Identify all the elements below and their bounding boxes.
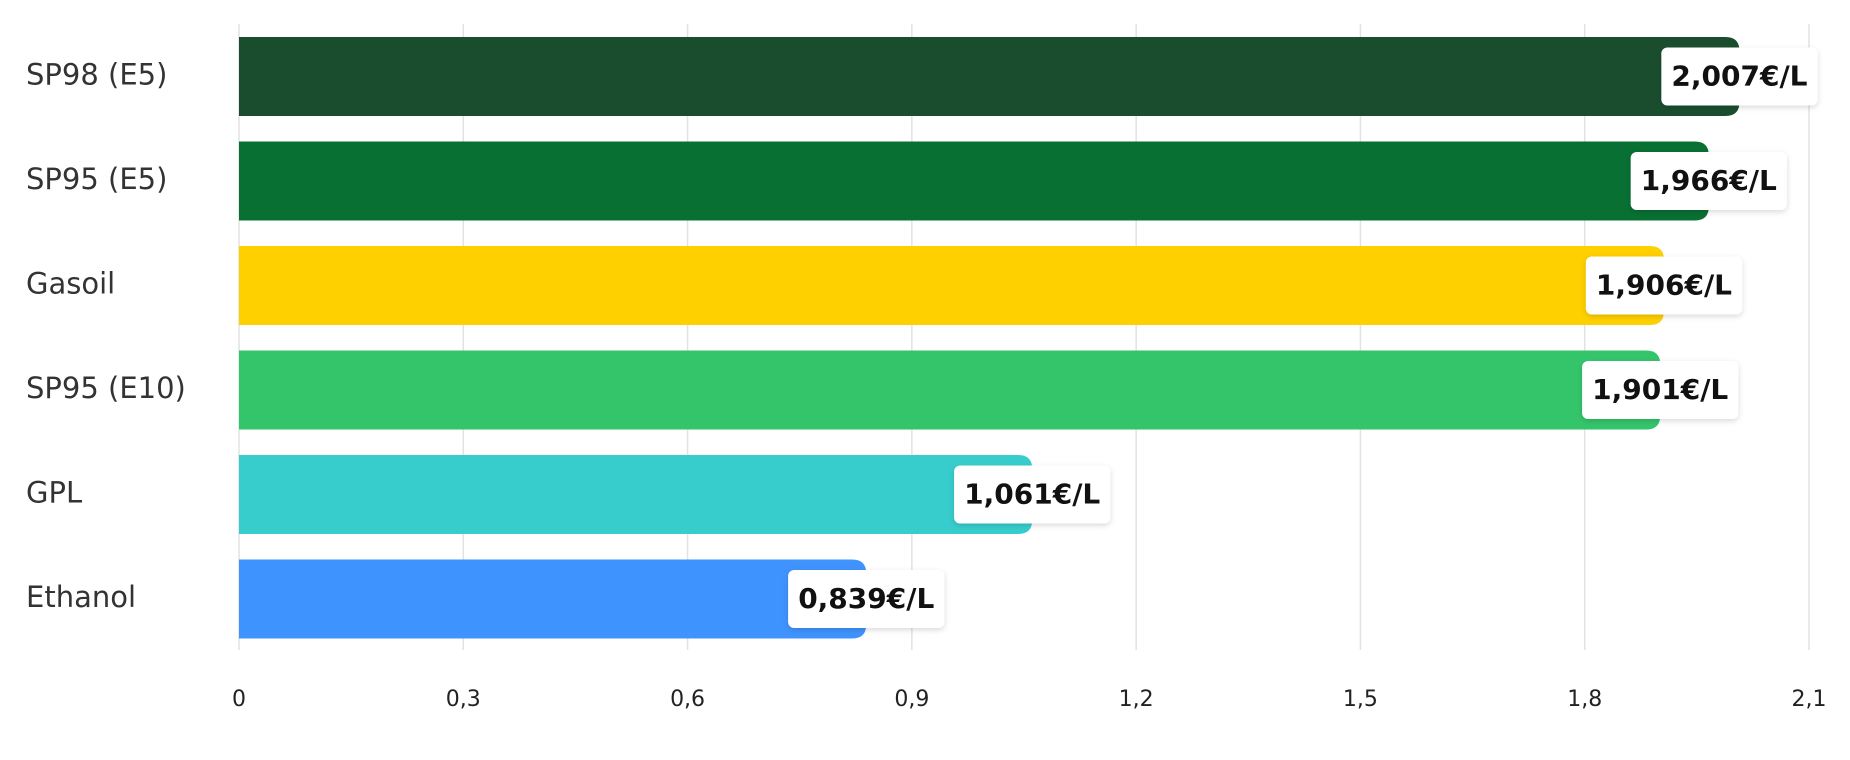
x-tick-label: 2,1 [1792, 687, 1827, 712]
category-label: SP95 (E5) [26, 162, 167, 196]
category-label: SP98 (E5) [26, 58, 167, 92]
bar [239, 246, 1664, 325]
bar [239, 559, 867, 639]
value-label-text: 1,906€/L [1596, 269, 1732, 302]
x-tick-label: 1,8 [1567, 687, 1602, 712]
value-label: 2,007€/L [1661, 47, 1818, 106]
value-label-box [954, 465, 1111, 524]
value-label: 1,906€/L [1585, 256, 1743, 315]
value-label: 1,901€/L [1582, 361, 1739, 419]
value-label: 1,061€/L [954, 465, 1111, 524]
x-tick-label: 1,2 [1119, 687, 1154, 712]
value-label-box [1661, 47, 1818, 106]
x-tick-label: 1,5 [1343, 687, 1378, 712]
category-label: Gasoil [26, 267, 115, 301]
x-tick-label: 0,6 [670, 687, 705, 712]
bar [239, 455, 1033, 534]
value-label-text: 2,007€/L [1671, 60, 1807, 93]
value-label-text: 1,901€/L [1592, 373, 1728, 406]
value-label-box [1585, 256, 1743, 315]
value-label-text: 1,966€/L [1641, 164, 1777, 197]
bar [239, 350, 1661, 430]
value-label-box [1582, 361, 1739, 419]
value-label-text: 0,839€/L [798, 582, 934, 615]
value-label: 1,966€/L [1630, 152, 1787, 210]
bar [239, 37, 1740, 116]
x-tick-label: 0,9 [894, 687, 929, 712]
category-label: GPL [26, 476, 82, 510]
x-tick-label: 0,3 [446, 687, 481, 712]
category-label: Ethanol [26, 580, 136, 614]
grid [238, 24, 1810, 650]
value-label: 0,839€/L [788, 570, 945, 628]
value-label-box [788, 570, 945, 628]
value-label-text: 1,061€/L [964, 478, 1100, 511]
category-label: SP95 (E10) [26, 371, 186, 405]
x-tick-label: 0 [232, 687, 246, 712]
value-label-box [1630, 152, 1787, 210]
bar [239, 141, 1709, 221]
